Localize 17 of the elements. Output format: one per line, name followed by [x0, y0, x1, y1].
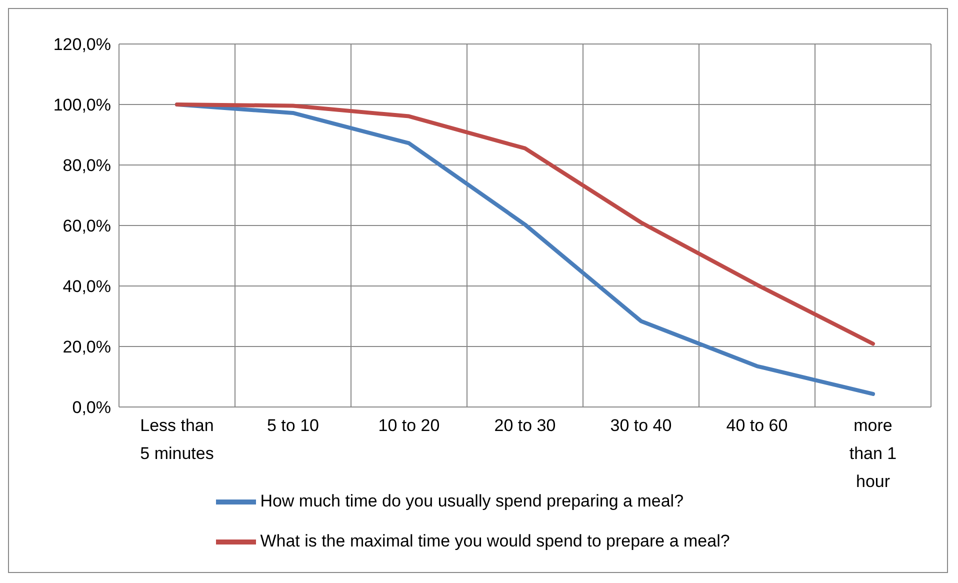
y-tick-label: 20,0%	[62, 338, 111, 357]
y-tick-label: 40,0%	[62, 277, 111, 296]
x-tick-label: 10 to 20	[378, 416, 440, 436]
x-tick-label: 5 to 10	[267, 416, 319, 436]
y-tick-label: 80,0%	[62, 156, 111, 176]
x-tick-label: 20 to 30	[494, 416, 556, 436]
legend-label: What is the maximal time you would spend to prepare a meal?	[260, 531, 730, 550]
x-tick-label: more than 1 hour	[849, 416, 897, 492]
y-tick-label: 0,0%	[72, 398, 111, 418]
legend-label: How much time do you usually spend preparing a meal?	[260, 491, 684, 510]
line-series	[175, 102, 875, 346]
x-tick-label: 40 to 60	[726, 416, 788, 436]
y-tick-label: 100,0%	[53, 96, 111, 115]
x-tick-label: 30 to 40	[610, 416, 672, 436]
y-tick-label: 60,0%	[62, 216, 111, 236]
x-tick-label: Less than 5 minutes	[140, 416, 214, 464]
y-tick-label: 120,0%	[53, 35, 111, 54]
